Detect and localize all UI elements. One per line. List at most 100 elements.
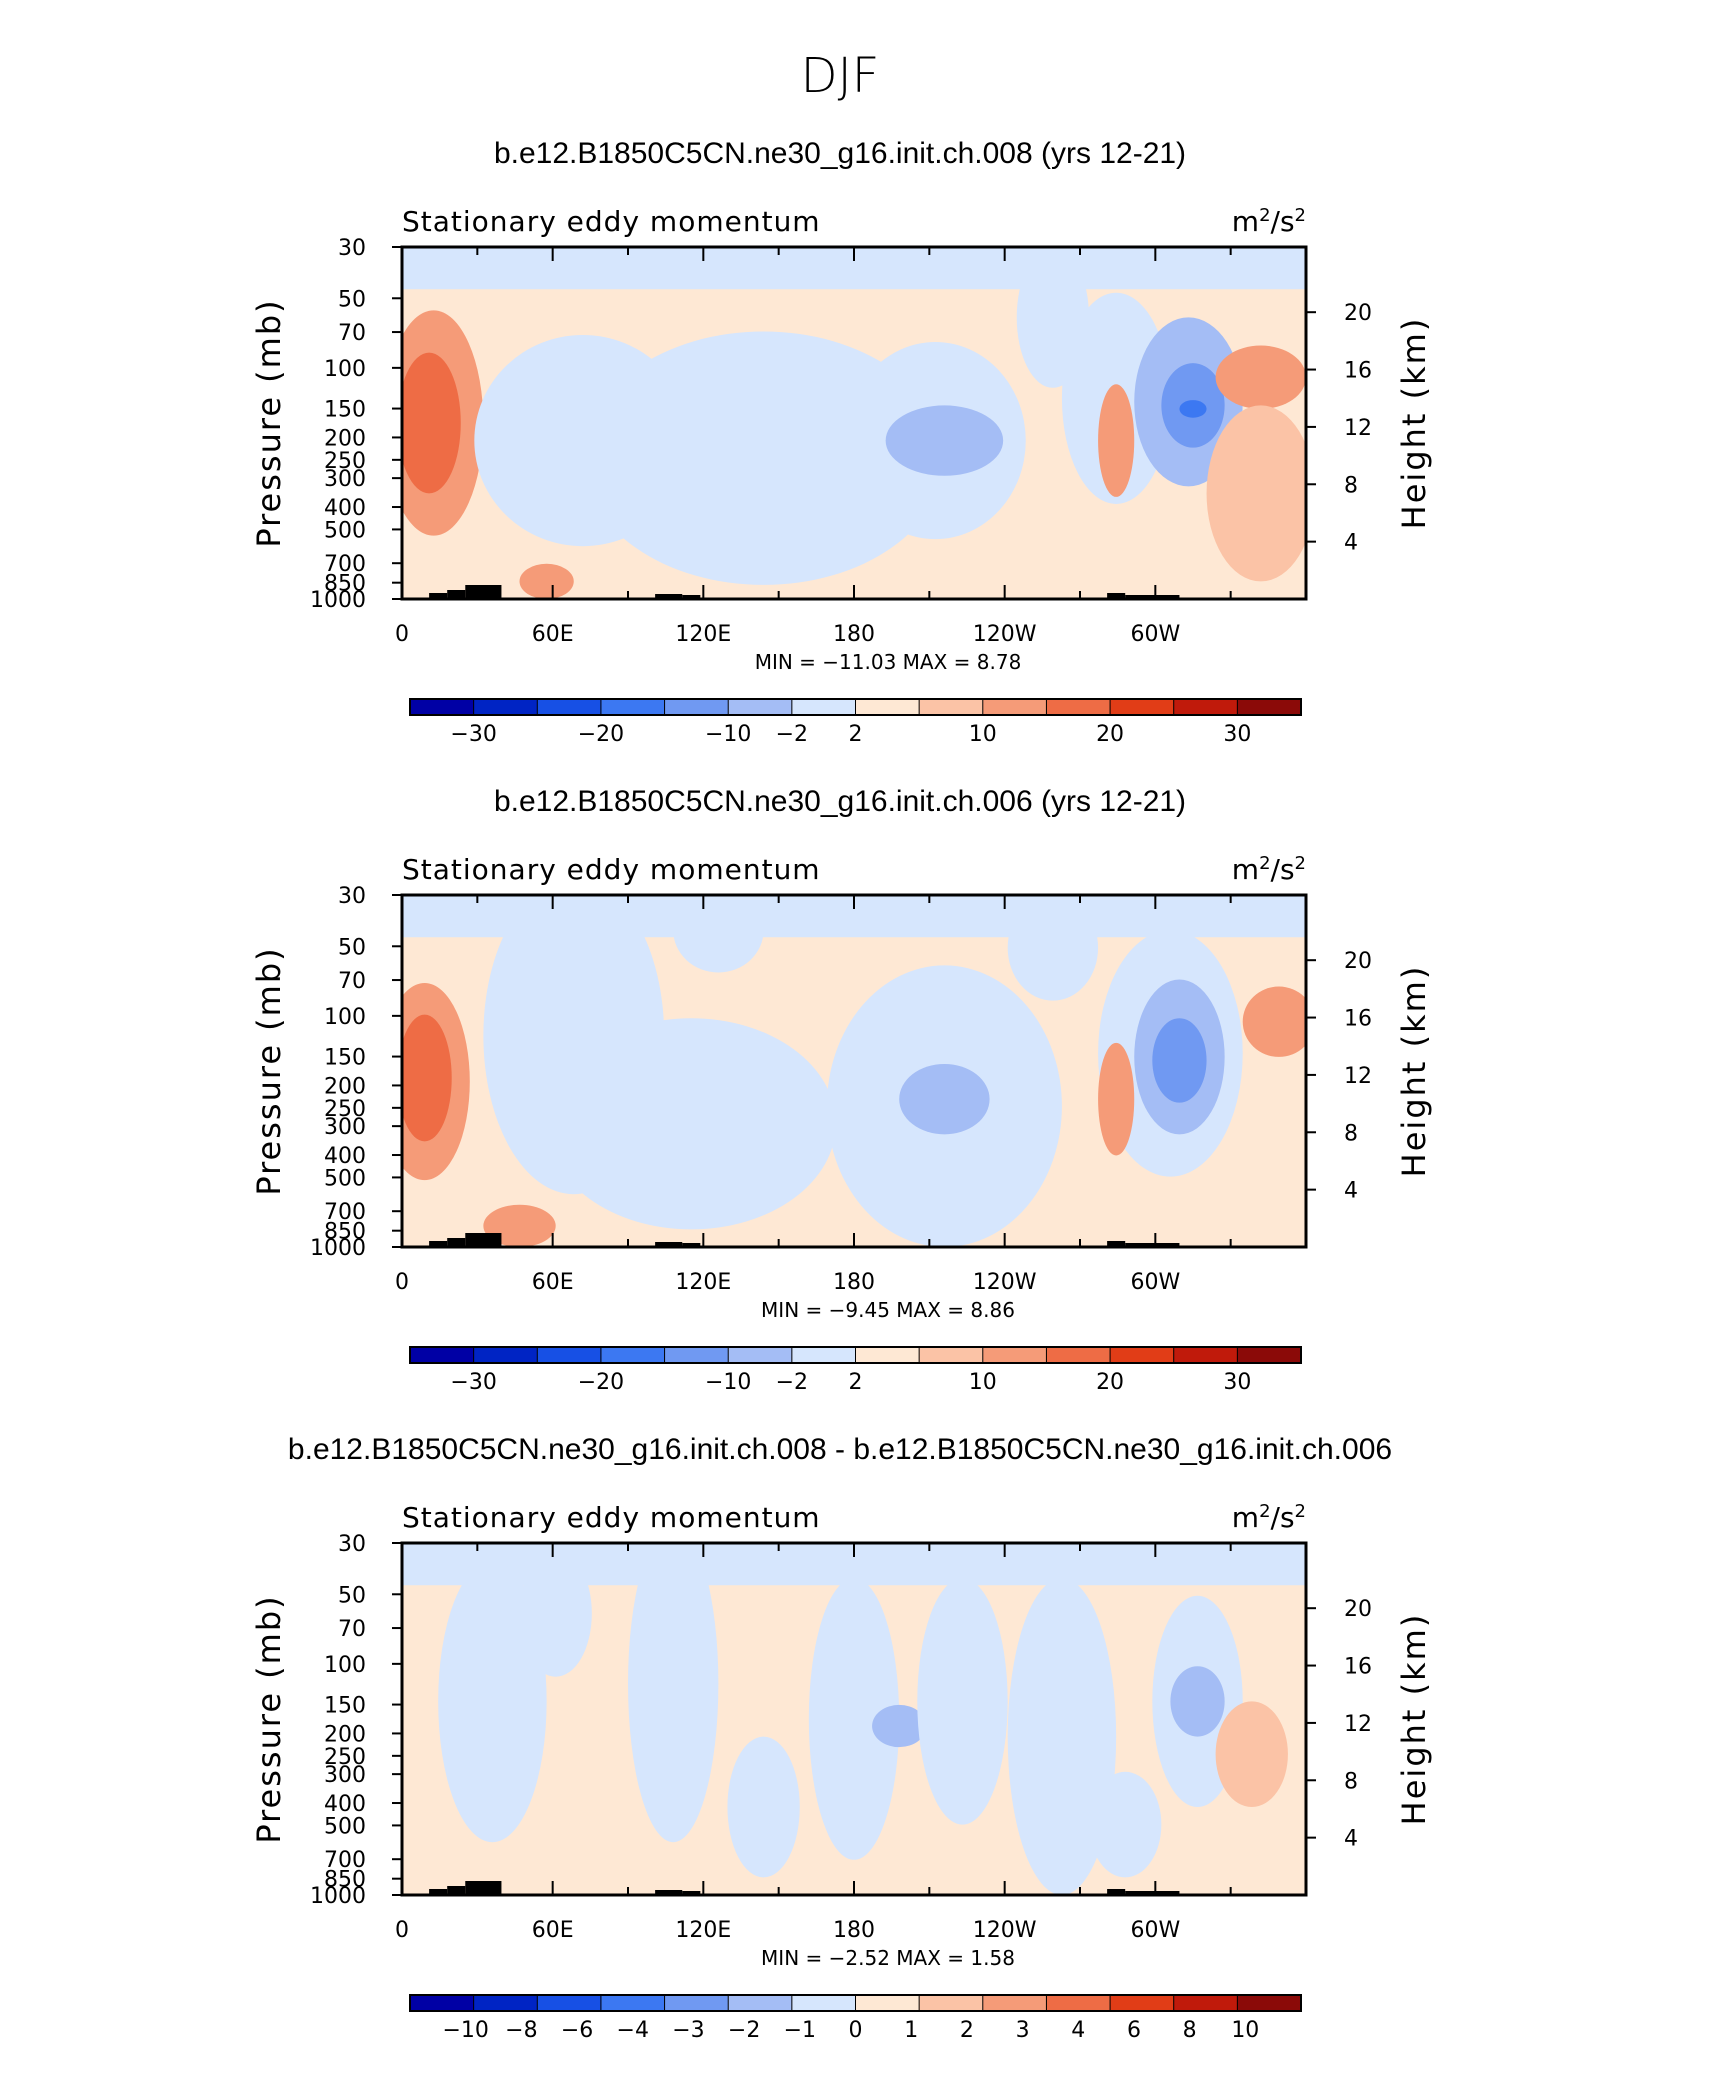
y-tick-label: 70: [338, 1617, 366, 1642]
colorbar-swatch: [600, 1994, 666, 2012]
y-tick-label: 30: [338, 884, 366, 909]
x-tick-label: 120E: [675, 622, 731, 647]
y2-tick-label: 8: [1344, 1769, 1358, 1794]
contour-blob: [402, 1014, 452, 1142]
colorbar-swatch: [727, 698, 793, 716]
colorbar-swatch: [1045, 1346, 1112, 1364]
units-label: m2/s2: [1232, 1501, 1306, 1534]
y-tick-label: 30: [338, 236, 366, 261]
y-tick-label: 400: [324, 1144, 366, 1169]
contour-blob: [1170, 1666, 1225, 1737]
y2-tick-label: 4: [1344, 1179, 1358, 1204]
x-tick-label: 0: [395, 1270, 409, 1295]
colorbar-swatch: [1173, 698, 1239, 716]
topography: [447, 1886, 466, 1895]
min-max-label: MIN = −11.03 MAX = 8.78: [755, 650, 1022, 674]
colorbar-swatch: [855, 1346, 921, 1364]
colorbar-label: 3: [1016, 2018, 1030, 2043]
colorbar-swatch: [918, 698, 984, 716]
colorbar-frame: [409, 698, 1302, 716]
colorbar-swatch: [982, 698, 1048, 716]
y-tick-label: 1000: [310, 1236, 366, 1261]
y2-tick-label: 16: [1344, 1655, 1372, 1680]
y-axis-label: Pressure (mb): [250, 298, 288, 547]
colorbar-swatch: [1173, 1346, 1239, 1364]
colorbar-label: 1: [904, 2018, 918, 2043]
colorbar-label: −2: [776, 1370, 808, 1395]
x-tick-label: 60E: [532, 1270, 574, 1295]
colorbar-label: 6: [1127, 2018, 1141, 2043]
contour-blob: [438, 1560, 547, 1843]
units-exp1: 2: [1259, 853, 1270, 874]
topography: [1125, 595, 1180, 599]
colorbar-label: −30: [450, 722, 496, 747]
contour-blob: [1007, 1578, 1117, 1895]
colorbar-swatch: [664, 698, 730, 716]
y-tick-label: 250: [324, 449, 366, 474]
contour-blob: [917, 1578, 1008, 1825]
y-tick-label: 100: [324, 1005, 366, 1030]
colorbar-swatch: [1109, 1346, 1175, 1364]
x-tick-label: 0: [395, 622, 409, 647]
panel-left-label: Stationary eddy momentum: [402, 853, 821, 886]
units-mid: /s: [1271, 1501, 1295, 1534]
panel-left-label: Stationary eddy momentum: [402, 205, 821, 238]
y-tick-label: 300: [324, 1763, 366, 1788]
contour-blob: [1152, 1018, 1207, 1103]
colorbar-label: 2: [849, 1370, 863, 1395]
topography: [447, 1238, 466, 1247]
y2-axis-label: Height (km): [1395, 317, 1433, 530]
x-tick-label: 120W: [973, 1918, 1037, 1943]
x-tick-label: 0: [395, 1918, 409, 1943]
min-max-label: MIN = −9.45 MAX = 8.86: [761, 1298, 1015, 1322]
contour-blob: [519, 1550, 592, 1677]
x-tick-label: 60W: [1130, 1270, 1180, 1295]
colorbar-swatch: [791, 1994, 857, 2012]
colorbar-label: 30: [1223, 722, 1251, 747]
topography: [682, 1243, 701, 1247]
colorbar-label: 2: [849, 722, 863, 747]
contour-blob: [1179, 400, 1207, 418]
colorbar-swatch: [918, 1346, 984, 1364]
colorbar-label: −2: [776, 722, 808, 747]
colorbar-swatch: [1045, 1994, 1112, 2012]
colorbar-label: 20: [1096, 722, 1124, 747]
contour-blob: [1215, 1701, 1288, 1807]
panel-2: b.e12.B1850C5CN.ne30_g16.init.ch.006 (yr…: [250, 785, 1433, 1395]
panel-3: b.e12.B1850C5CN.ne30_g16.init.ch.008 - b…: [250, 1433, 1433, 2043]
contour-blob: [628, 1543, 719, 1843]
colorbar-label: −20: [578, 722, 624, 747]
colorbar-label: 0: [849, 2018, 863, 2043]
contour-blob: [885, 405, 1004, 476]
colorbar-label: 20: [1096, 1370, 1124, 1395]
colorbar-swatch: [536, 1994, 602, 2012]
x-tick-label: 120W: [973, 1270, 1037, 1295]
y-tick-label: 700: [324, 1848, 366, 1873]
units-base: m: [1232, 853, 1259, 886]
colorbar-swatch: [600, 1346, 666, 1364]
colorbar-swatch: [982, 1994, 1048, 2012]
topography: [447, 590, 466, 599]
contour-blob: [1016, 247, 1090, 388]
y-tick-label: 30: [338, 1532, 366, 1557]
y-tick-label: 100: [324, 1653, 366, 1678]
contour-blob: [582, 331, 945, 585]
colorbar-label: −4: [617, 2018, 649, 2043]
y-axis-label: Pressure (mb): [250, 946, 288, 1195]
topography: [465, 1233, 502, 1247]
colorbar-label: 10: [969, 1370, 997, 1395]
y-tick-label: 250: [324, 1097, 366, 1122]
contour-blob: [402, 352, 461, 494]
x-tick-label: 120E: [675, 1918, 731, 1943]
units-exp2: 2: [1295, 205, 1306, 226]
x-tick-label: 60W: [1130, 622, 1180, 647]
contour-field: [402, 1543, 1306, 1895]
colorbar-swatch: [1236, 1346, 1303, 1364]
topography: [682, 595, 701, 599]
colorbar-swatch: [664, 1994, 730, 2012]
y2-tick-label: 16: [1344, 359, 1372, 384]
topography: [465, 1881, 502, 1895]
y-tick-label: 700: [324, 1200, 366, 1225]
y-tick-label: 150: [324, 1046, 366, 1071]
contour-blob: [808, 1578, 900, 1860]
